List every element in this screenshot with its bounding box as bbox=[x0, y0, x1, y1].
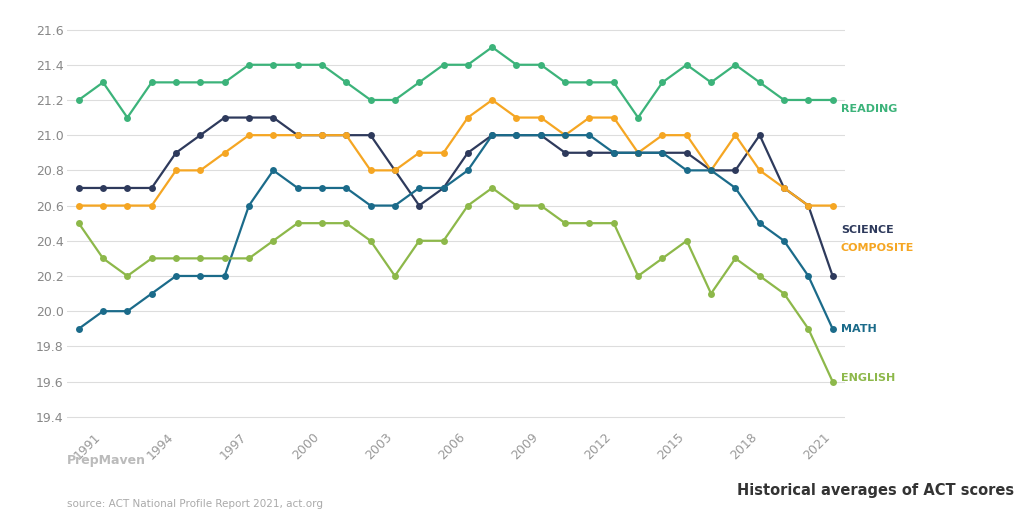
Text: source: ACT National Profile Report 2021, act.org: source: ACT National Profile Report 2021… bbox=[67, 499, 323, 509]
Text: READING: READING bbox=[841, 104, 897, 114]
Text: COMPOSITE: COMPOSITE bbox=[841, 243, 914, 253]
Text: ENGLISH: ENGLISH bbox=[841, 373, 895, 383]
Text: SCIENCE: SCIENCE bbox=[841, 225, 894, 235]
Text: PrepMaven: PrepMaven bbox=[67, 454, 145, 467]
Text: Historical averages of ACT scores: Historical averages of ACT scores bbox=[736, 483, 1014, 498]
Text: MATH: MATH bbox=[841, 324, 877, 334]
